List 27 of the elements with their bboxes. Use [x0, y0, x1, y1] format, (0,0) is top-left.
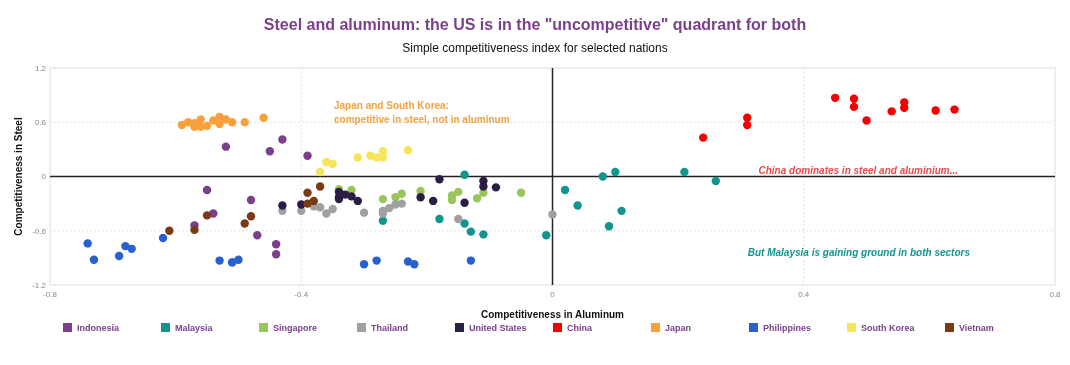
annotation: Japan and South Korea: competitive in steel, not in aluminum: [334, 100, 510, 125]
x-tick-label: -0.8: [43, 290, 58, 299]
y-axis-title: Competitiveness in Steel: [13, 117, 24, 236]
y-tick-label: -0.6: [32, 226, 47, 236]
y-tick-label: -1.2: [32, 280, 47, 290]
legend-label: United States: [469, 323, 527, 333]
chart-subtitle: Simple competitiveness index for selected nations: [402, 41, 668, 55]
annotation: China dominates in steel and aluminium...: [758, 165, 958, 176]
legend-label: Thailand: [371, 323, 409, 333]
x-axis-title: Competitiveness in Aluminum: [481, 309, 625, 320]
legend-label: Singapore: [273, 323, 318, 333]
y-tick-label: 0: [41, 172, 47, 182]
legend-label: South Korea: [861, 323, 916, 333]
x-tick-label: 0.4: [798, 290, 810, 299]
x-tick-label: -0.4: [294, 290, 309, 299]
legend-label: Vietnam: [959, 323, 994, 333]
x-tick-label: 0.8: [1049, 290, 1062, 299]
legend-label: Indonesia: [77, 323, 120, 333]
legend-label: China: [567, 323, 593, 333]
y-tick-label: 1.2: [34, 63, 47, 73]
y-tick-label: 0.6: [34, 118, 47, 128]
x-tick-label: 0: [550, 290, 556, 299]
legend-label: Malaysia: [175, 323, 214, 333]
chart-title: Steel and aluminum: the US is in the "uncompetitive" quadrant for both: [263, 16, 807, 33]
annotation: But Malaysia is gaining ground in both sectors: [747, 247, 971, 258]
legend-label: Philippines: [763, 323, 812, 333]
legend-label: Japan: [665, 323, 692, 333]
